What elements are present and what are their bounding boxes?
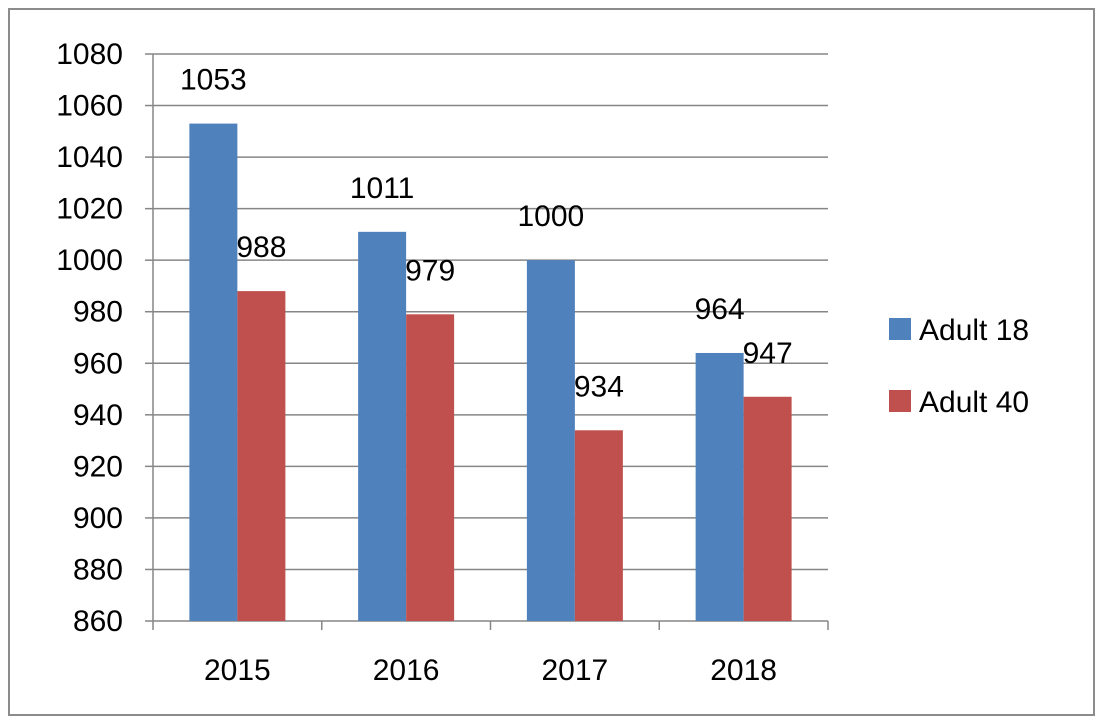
y-axis-ticks: 860 880 900 920 940 960 980 1000 1020 1040 1060 108… xyxy=(56,38,153,638)
bar-adult-40-2015 xyxy=(237,291,286,621)
data-label: 1011 xyxy=(350,172,415,205)
data-label: 1053 xyxy=(180,64,247,97)
x-tick-label: 2017 xyxy=(542,654,609,687)
x-tick-label: 2016 xyxy=(373,654,440,687)
x-tick-label: 2015 xyxy=(204,654,271,687)
y-tick-label: 960 xyxy=(73,347,123,380)
data-labels: 1053 1011 1000 964 988 979 934 947 xyxy=(180,64,793,404)
data-label: 934 xyxy=(574,370,624,403)
bars xyxy=(189,123,792,621)
bar-adult-18-2016 xyxy=(358,231,407,621)
legend: Adult 18 Adult 40 xyxy=(889,314,1029,419)
y-tick-label: 1040 xyxy=(56,141,123,174)
y-tick-label: 860 xyxy=(73,605,123,638)
bar-adult-18-2018 xyxy=(695,352,744,621)
y-tick-label: 1000 xyxy=(56,244,123,277)
legend-swatch xyxy=(889,318,911,340)
x-axis-ticks: 2015 2016 2017 2018 xyxy=(204,654,777,687)
y-tick-label: 1080 xyxy=(56,38,123,71)
legend-swatch xyxy=(889,390,911,412)
bar-adult-40-2017 xyxy=(574,430,623,621)
data-label: 979 xyxy=(405,254,455,287)
data-label: 1000 xyxy=(518,200,585,233)
data-label: 964 xyxy=(695,293,745,326)
y-tick-label: 920 xyxy=(73,450,123,483)
y-tick-label: 1020 xyxy=(56,193,123,226)
bar-adult-40-2016 xyxy=(406,314,455,621)
y-tick-label: 940 xyxy=(73,399,123,432)
legend-label: Adult 18 xyxy=(919,314,1029,347)
data-label: 988 xyxy=(236,231,286,264)
y-tick-label: 1060 xyxy=(56,90,123,123)
x-tick-label: 2018 xyxy=(710,654,777,687)
bar-adult-18-2015 xyxy=(189,123,238,621)
legend-label: Adult 40 xyxy=(919,386,1029,419)
bar-adult-18-2017 xyxy=(526,260,575,621)
data-label: 947 xyxy=(743,337,793,370)
y-tick-label: 880 xyxy=(73,553,123,586)
bar-adult-40-2018 xyxy=(743,396,792,621)
y-tick-label: 980 xyxy=(73,296,123,329)
y-tick-label: 900 xyxy=(73,502,123,535)
